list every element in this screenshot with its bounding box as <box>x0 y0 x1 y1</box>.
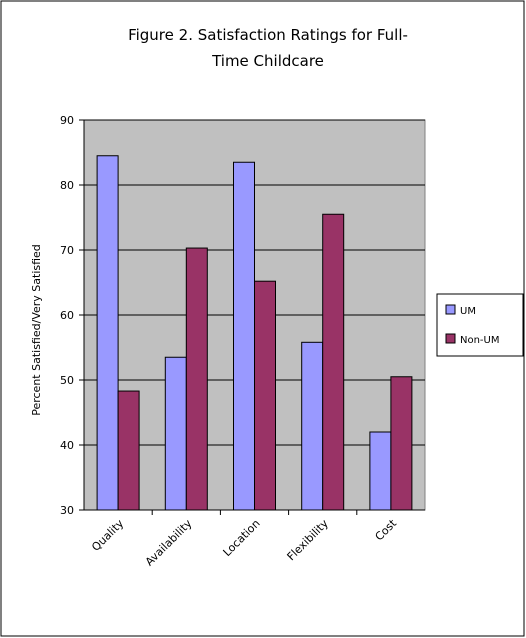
bar-um-location <box>233 161 255 511</box>
y-tick-label: 70 <box>60 244 74 257</box>
y-tick-label: 90 <box>60 114 74 127</box>
bars <box>96 155 413 511</box>
bar-um-availability <box>164 356 187 511</box>
y-tick-label: 60 <box>60 309 74 322</box>
y-tick-label: 80 <box>60 179 74 192</box>
bar-um-cost <box>369 431 392 511</box>
bar-um-quality <box>96 155 119 511</box>
legend-label-non-um: Non-UM <box>460 335 500 346</box>
legend: UM Non-UM <box>436 293 524 357</box>
bar-um-flexibility <box>301 341 324 511</box>
bar-non-um-quality <box>117 390 140 511</box>
bar-non-um-location <box>254 280 276 511</box>
bar-non-um-flexibility <box>322 213 345 511</box>
bar-non-um-availability <box>185 247 208 511</box>
axes <box>79 119 425 515</box>
y-tick-labels: 30 40 50 60 70 80 90 <box>60 114 74 517</box>
y-tick-label: 50 <box>60 374 74 387</box>
y-axis-label: Percent Satisfied/Very Satisfied <box>30 244 43 416</box>
legend-box <box>436 293 524 357</box>
chart-title-line-2: Time Childcare <box>211 52 324 70</box>
y-tick-label: 40 <box>60 439 74 452</box>
chart-title-line-1: Figure 2. Satisfaction Ratings for Full- <box>128 26 408 44</box>
legend-label-um: UM <box>460 306 476 317</box>
legend-swatch-non-um <box>445 333 456 344</box>
legend-swatch-um <box>445 304 456 315</box>
bar-non-um-cost <box>390 376 413 511</box>
y-tick-label: 30 <box>60 504 74 517</box>
